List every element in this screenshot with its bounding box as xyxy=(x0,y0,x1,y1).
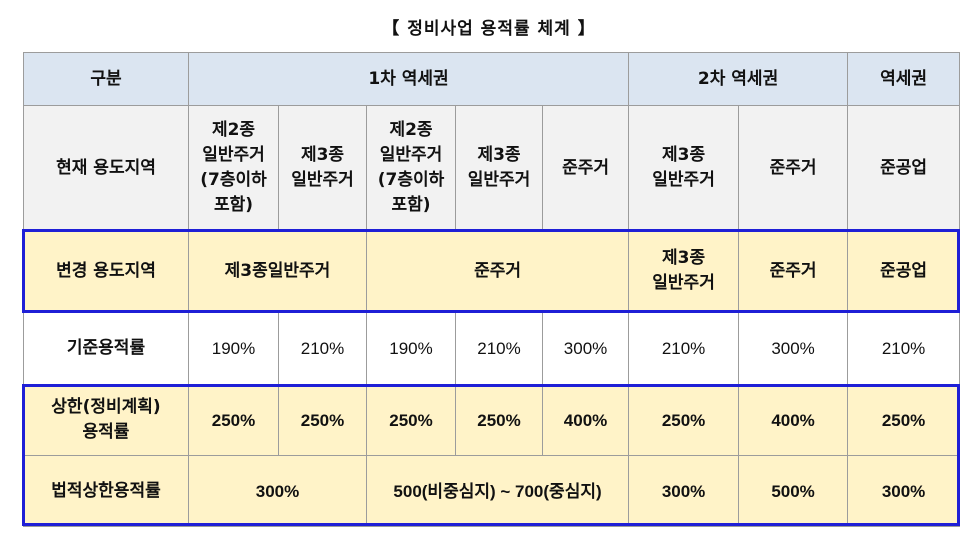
changed-zone-cell: 준주거 xyxy=(365,230,630,312)
legal-far-cell: 500% xyxy=(738,455,849,527)
current-zone-cell: 준주거 xyxy=(541,105,630,231)
base-far-cell: 190% xyxy=(188,311,279,385)
legal-far-label: 법적상한용적률 xyxy=(23,455,189,527)
current-zone-label: 현재 용도지역 xyxy=(23,105,189,231)
base-far-label: 기준용적률 xyxy=(23,311,189,385)
base-far-cell: 300% xyxy=(738,311,849,385)
upper-far-cell: 250% xyxy=(366,384,456,456)
upper-far-label: 상한(정비계획) 용적률 xyxy=(23,384,189,456)
far-system-table: 구분 1차 역세권 2차 역세권 역세권 현재 용도지역 제2종 일반주거 (7층이… xyxy=(23,52,961,527)
upper-far-cell: 250% xyxy=(628,384,740,456)
legal-far-cell: 300% xyxy=(188,455,367,527)
current-zone-cell: 제2종 일반주거 (7층이하 포함) xyxy=(188,105,279,231)
base-far-cell: 210% xyxy=(847,311,961,385)
upper-far-cell: 400% xyxy=(738,384,849,456)
upper-far-cell: 250% xyxy=(847,384,961,456)
table-title: 【 정비사업 용적률 체계 】 xyxy=(382,19,596,39)
header-row: 구분 1차 역세권 2차 역세권 역세권 xyxy=(23,52,961,106)
upper-far-cell: 250% xyxy=(188,384,279,456)
base-far-cell: 210% xyxy=(628,311,740,385)
current-zone-cell: 제3종 일반주거 xyxy=(628,105,740,231)
changed-zone-cell: 준주거 xyxy=(738,230,849,312)
upper-far-row: 상한(정비계획) 용적률 250% 250% 250% 250% 400% 250… xyxy=(23,384,961,456)
base-far-cell: 300% xyxy=(541,311,630,385)
changed-zone-row: 변경 용도지역 제3종일반주거 준주거 제3종 일반주거 준주거 준공업 xyxy=(23,230,961,312)
current-zone-cell: 준공업 xyxy=(847,105,961,231)
base-far-cell: 210% xyxy=(455,311,543,385)
changed-zone-cell: 제3종일반주거 xyxy=(188,230,367,312)
base-far-row: 기준용적률 190% 210% 190% 210% 300% 210% 300%… xyxy=(23,311,961,385)
legal-far-row: 법적상한용적률 300% 500(비중심지) ~ 700(중심지) 300% 5… xyxy=(23,455,961,527)
header-category: 구분 xyxy=(23,52,189,106)
current-zone-cell: 제2종 일반주거 (7층이하 포함) xyxy=(366,105,456,231)
base-far-cell: 190% xyxy=(366,311,456,385)
current-zone-row: 현재 용도지역 제2종 일반주거 (7층이하 포함) 제3종 일반주거 제2종 일반주거(… xyxy=(23,105,961,231)
current-zone-cell: 제3종 일반주거 xyxy=(455,105,543,231)
legal-far-cell: 300% xyxy=(847,455,961,527)
header-zone-3: 역세권 xyxy=(847,52,961,106)
current-zone-cell: 준주거 xyxy=(738,105,849,231)
changed-zone-cell: 준공업 xyxy=(847,230,961,312)
legal-far-cell: 500(비중심지) ~ 700(중심지) xyxy=(365,455,630,527)
legal-far-cell: 300% xyxy=(628,455,740,527)
header-zone-2: 2차 역세권 xyxy=(628,52,849,106)
current-zone-cell: 제3종 일반주거 xyxy=(278,105,367,231)
header-zone-1: 1차 역세권 xyxy=(187,52,630,106)
upper-far-cell: 400% xyxy=(541,384,630,456)
upper-far-cell: 250% xyxy=(455,384,543,456)
base-far-cell: 210% xyxy=(278,311,367,385)
upper-far-cell: 250% xyxy=(278,384,367,456)
changed-zone-label: 변경 용도지역 xyxy=(23,230,189,312)
